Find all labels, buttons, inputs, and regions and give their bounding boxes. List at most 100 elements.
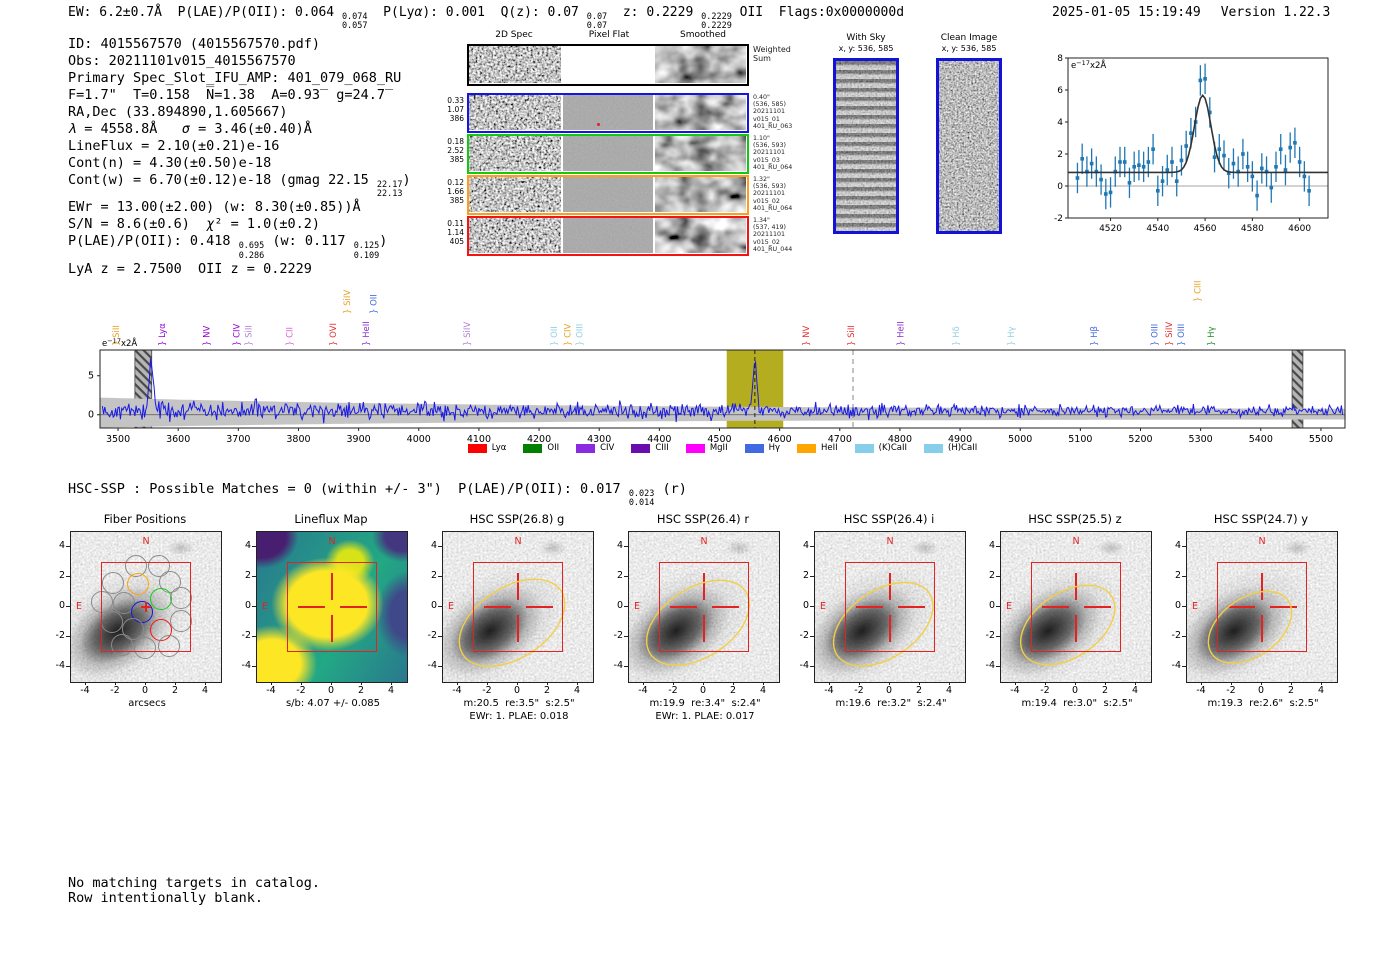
compass-east: E <box>634 601 641 612</box>
x-tick-label: 0 <box>1257 685 1265 696</box>
crosshair-line <box>517 614 519 642</box>
smoothed-feature <box>655 95 746 130</box>
x-tick <box>331 681 332 685</box>
cutout-sublabel-2: EWr: 1. PLAE: 0.018 <box>469 711 569 722</box>
spec2d-cell-flat <box>563 136 653 171</box>
spectrum-legend: Lyα OII CIV CIII MgII Hγ HeII (K)CaII (H)CaII <box>100 443 1345 453</box>
info-line: λ = 4558.8Å σ = 3.46(±0.40)Å <box>68 121 312 137</box>
data-point <box>1127 181 1132 185</box>
emission-line-label: } SiIV <box>1165 322 1175 346</box>
crosshair-line <box>331 614 333 642</box>
x-tick-label: 5400 <box>1249 434 1273 445</box>
emission-line-label: } OII <box>370 294 380 314</box>
plot-frame <box>1067 57 1329 219</box>
x-tick-label: 5500 <box>1309 434 1333 445</box>
lineflux-map-image <box>257 532 407 682</box>
noise-texture <box>469 136 561 171</box>
x-tick <box>733 681 734 685</box>
spec2d-cell-smooth <box>655 46 746 83</box>
spec2d-row-left-labels: 0.11 1.14 405 <box>447 219 464 246</box>
y-tick-label: 4 <box>988 540 995 551</box>
x-tick <box>1231 681 1232 685</box>
crosshair-line <box>1041 606 1069 608</box>
center-plus <box>145 602 147 612</box>
y-tick-label: -4 <box>613 660 623 671</box>
data-point <box>1170 160 1174 164</box>
x-tick-label: 2 <box>1287 685 1295 696</box>
y-tick-label: 2 <box>988 570 995 581</box>
data-point <box>1212 155 1217 159</box>
y-tick <box>1182 576 1186 577</box>
legend-label: Hγ <box>768 443 780 453</box>
y-tick <box>624 666 628 667</box>
emission-line-label: } Lyα <box>158 323 168 346</box>
fiber-circle-gray <box>102 572 124 594</box>
legend-item: (K)CaII <box>854 443 907 453</box>
crosshair-line <box>339 606 367 608</box>
data-point <box>1189 131 1193 135</box>
y-tick-label: -4 <box>55 660 65 671</box>
data-point <box>1151 147 1155 151</box>
x-tick-label: -4 <box>266 685 276 696</box>
y-tick-label: 4 <box>1057 118 1063 128</box>
x-tick <box>889 681 890 685</box>
legend-item: MgII <box>685 443 728 453</box>
y-tick <box>252 546 256 547</box>
data-point <box>1080 157 1084 161</box>
info-block: ID: 4015567570 (4015567570.pdf) Obs: 2021… <box>68 36 411 278</box>
info-line: Cont(w) = 6.70(±0.12)e-18 (gmag 22.15 22… <box>68 172 411 200</box>
spec2d-col-header: Smoothed <box>680 30 726 40</box>
y-tick-label: -4 <box>427 660 437 671</box>
data-point <box>1250 174 1255 179</box>
data-point <box>1198 78 1203 83</box>
x-tick-label: 0 <box>327 685 335 696</box>
x-tick <box>1321 681 1322 685</box>
spec2d-col-header: 2D Spec <box>495 30 533 40</box>
legend-item: HeII <box>797 443 838 453</box>
x-tick <box>301 681 302 685</box>
y-tick <box>810 546 814 547</box>
y-tick-label: 2 <box>802 570 809 581</box>
sky-panel-coords: x, y: 536, 585 <box>941 44 997 53</box>
sky-panel-image <box>936 58 1002 234</box>
noise-texture <box>563 218 653 253</box>
noise-texture <box>469 46 561 83</box>
y-tick-label: 4 <box>1174 540 1181 551</box>
x-tick-label: 2 <box>915 685 923 696</box>
crosshair-line <box>297 606 325 608</box>
emission-line-label: } Hδ <box>952 326 962 346</box>
x-tick-label: -4 <box>452 685 462 696</box>
spec2d-cell-smooth <box>655 136 746 171</box>
emission-line-label: } CIV <box>233 323 243 346</box>
y-tick <box>996 636 1000 637</box>
x-tick-label: 4 <box>1131 685 1139 696</box>
info-line: Primary Spec_Slot_IFU_AMP: 401_079_068_R… <box>68 70 402 86</box>
x-tick-label: 2 <box>543 685 551 696</box>
cutout-sublabel-1: arcsecs <box>128 698 166 709</box>
spec2d-cell-smooth <box>655 95 746 130</box>
y-tick-label: 2 <box>430 570 437 581</box>
y-tick-label: 4 <box>58 540 65 551</box>
x-tick-label: -2 <box>854 685 864 696</box>
fiber-circle-gray <box>170 609 193 632</box>
y-tick-label: 2 <box>1057 150 1063 160</box>
cutout-title: HSC SSP(24.7) y <box>1213 512 1309 526</box>
x-tick-label: 4 <box>759 685 767 696</box>
x-tick <box>391 681 392 685</box>
x-tick <box>829 681 830 685</box>
y-tick-label: 4 <box>244 540 251 551</box>
extraction-square <box>101 562 191 652</box>
x-tick <box>1261 681 1262 685</box>
data-point <box>1245 165 1250 169</box>
emission-line-label: } OVI <box>329 323 339 346</box>
compass-north: N <box>328 536 336 547</box>
x-tick <box>859 681 860 685</box>
y-tick <box>1182 636 1186 637</box>
data-point <box>1165 168 1170 172</box>
x-tick-label: 4000 <box>407 434 431 445</box>
y-tick <box>66 606 70 607</box>
legend-item: CIV <box>576 443 614 453</box>
